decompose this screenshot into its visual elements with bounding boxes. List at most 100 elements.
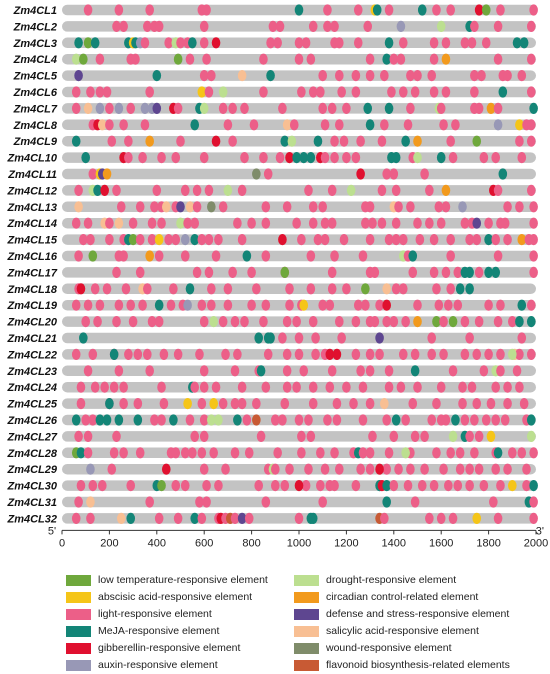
gene-label: Zm4CL28 — [6, 448, 57, 460]
cis-element-marker — [320, 463, 330, 475]
cis-element-marker — [334, 119, 344, 131]
cis-element-marker — [439, 119, 448, 131]
cis-element-marker — [223, 299, 233, 311]
cis-element-marker — [154, 250, 164, 262]
cis-element-marker — [133, 348, 143, 360]
cis-element-marker — [126, 299, 136, 311]
gene-label: Zm4CL19 — [6, 300, 57, 312]
cis-element-marker — [74, 201, 83, 213]
legend-swatch — [294, 608, 319, 620]
cis-element-marker — [261, 201, 271, 213]
cis-element-marker — [493, 250, 503, 262]
cis-element-marker — [330, 135, 339, 147]
cis-element-marker — [88, 480, 98, 492]
cis-element-marker — [330, 152, 339, 164]
cis-element-marker — [119, 250, 128, 262]
cis-element-marker — [202, 4, 211, 16]
cis-element-marker — [460, 316, 470, 328]
gene-label: Zm4CL12 — [6, 185, 57, 197]
cis-element-marker — [143, 20, 152, 32]
gene-label: Zm4CL27 — [6, 431, 57, 443]
cis-element-marker — [517, 299, 527, 311]
cis-element-marker — [197, 299, 207, 311]
cis-element-marker — [95, 299, 105, 311]
cis-element-marker — [453, 299, 463, 311]
cis-element-marker — [353, 37, 363, 49]
legend-label: gibberellin-responsive element — [98, 642, 241, 654]
cis-element-marker — [458, 398, 467, 410]
legend-item-meja: MeJA-responsive element — [66, 624, 219, 638]
cis-element-marker — [479, 365, 489, 377]
cis-element-marker — [176, 37, 185, 49]
cis-element-marker — [297, 86, 306, 98]
cis-element-marker — [102, 283, 112, 295]
cis-element-marker — [526, 299, 536, 311]
cis-element-marker — [86, 234, 95, 246]
cis-element-marker — [446, 4, 455, 16]
cis-element-marker — [280, 480, 290, 492]
cis-element-marker — [382, 283, 391, 295]
cis-element-marker — [330, 250, 339, 262]
cis-element-marker — [351, 480, 361, 492]
cis-element-marker — [301, 37, 311, 49]
cis-element-marker — [256, 365, 266, 377]
cis-element-marker — [425, 184, 434, 196]
cis-element-marker — [237, 381, 247, 393]
cis-element-marker — [327, 102, 337, 114]
cis-element-marker — [406, 70, 415, 82]
cis-element-marker — [432, 398, 441, 410]
cis-element-marker — [526, 316, 536, 328]
cis-element-marker — [472, 512, 482, 525]
cis-element-marker — [211, 135, 221, 147]
cis-element-marker — [529, 447, 538, 459]
cis-element-marker — [515, 348, 524, 360]
cis-element-marker — [474, 4, 484, 16]
cis-element-marker — [223, 184, 233, 196]
cis-element-marker — [83, 430, 93, 442]
cis-element-marker — [308, 398, 318, 410]
cis-element-marker — [481, 414, 491, 426]
cis-element-marker — [183, 398, 192, 410]
cis-element-marker — [529, 201, 538, 213]
cis-element-marker — [247, 217, 256, 229]
cis-element-marker — [199, 102, 209, 114]
cis-element-marker — [207, 201, 216, 213]
cis-element-marker — [128, 316, 138, 328]
cis-element-marker — [292, 217, 301, 229]
cis-element-marker — [74, 37, 83, 49]
cis-element-marker — [100, 381, 109, 393]
legend-item-abscisic-acid: abscisic acid-responsive element — [66, 590, 252, 604]
legend-label: auxin-responsive element — [98, 659, 218, 671]
cis-element-marker — [176, 201, 185, 213]
gene-label: Zm4CL30 — [6, 481, 57, 493]
cis-element-marker — [529, 512, 538, 525]
cis-element-marker — [247, 266, 256, 278]
cis-element-marker — [342, 152, 351, 164]
cis-element-marker — [128, 217, 138, 229]
cis-element-marker — [93, 184, 102, 196]
cis-element-marker — [190, 217, 200, 229]
cis-element-marker — [436, 217, 446, 229]
cis-element-marker — [358, 447, 368, 459]
cis-element-marker — [484, 234, 493, 246]
cis-element-marker — [434, 201, 444, 213]
cis-element-marker — [116, 512, 126, 525]
cis-element-marker — [368, 217, 377, 229]
cis-element-marker — [135, 447, 145, 459]
cis-element-marker — [389, 480, 399, 492]
cis-element-marker — [301, 480, 311, 492]
cis-element-marker — [391, 184, 401, 196]
cis-element-marker — [266, 70, 275, 82]
cis-element-marker — [398, 37, 408, 49]
cis-element-marker — [223, 283, 233, 295]
cis-element-marker — [365, 348, 375, 360]
cis-element-marker — [398, 348, 408, 360]
gene-label: Zm4CL31 — [6, 497, 57, 509]
cis-element-marker — [325, 381, 335, 393]
cis-element-marker — [185, 53, 195, 65]
x-tick-label: 1000 — [287, 537, 311, 549]
cis-element-marker — [320, 119, 330, 131]
cis-element-marker — [164, 37, 173, 49]
gene-label: Zm4CL23 — [6, 366, 57, 378]
cis-element-marker — [105, 234, 114, 246]
